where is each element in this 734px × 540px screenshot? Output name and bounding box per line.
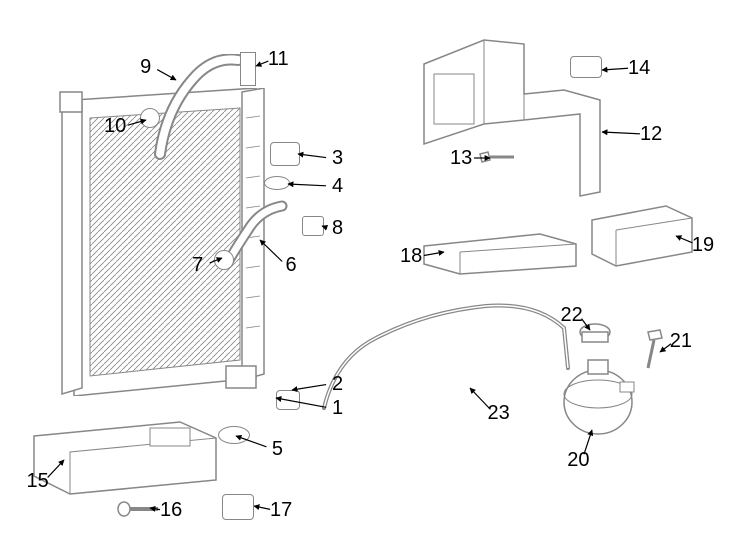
callout-21: 21 xyxy=(670,331,692,351)
reservoir-cap xyxy=(578,322,612,346)
hose-collar xyxy=(240,52,256,86)
baffle-screw xyxy=(116,500,160,518)
bracket-clip xyxy=(570,56,602,78)
grommet-upper xyxy=(264,176,290,190)
callout-3: 3 xyxy=(332,148,343,168)
callout-5: 5 xyxy=(272,439,283,459)
callout-10: 10 xyxy=(104,116,126,136)
drain-plug xyxy=(276,390,300,410)
callout-23: 23 xyxy=(488,403,510,423)
callout-1: 1 xyxy=(332,398,343,418)
upper-hose xyxy=(152,54,252,164)
baffle-clip xyxy=(222,494,254,520)
callout-15: 15 xyxy=(26,471,48,491)
callout-4: 4 xyxy=(332,176,343,196)
callout-2: 2 xyxy=(332,374,343,394)
lower-hose-clamp xyxy=(214,250,234,270)
callout-12: 12 xyxy=(640,124,662,144)
grommet-lower xyxy=(218,426,250,444)
callout-22: 22 xyxy=(560,305,582,325)
upper-hose-clamp xyxy=(140,108,160,128)
callout-11: 11 xyxy=(268,49,289,69)
side-shield xyxy=(586,204,696,270)
callout-19: 19 xyxy=(692,235,714,255)
callout-18: 18 xyxy=(400,246,422,266)
overflow-tube xyxy=(316,298,576,418)
lower-shield xyxy=(420,232,580,276)
lower-baffle xyxy=(30,418,220,498)
reservoir-bolt xyxy=(638,328,670,372)
diagram-stage: 1234567891011121314151617181920212223 xyxy=(0,0,734,540)
callout-20: 20 xyxy=(567,450,589,470)
sensor-mount xyxy=(270,142,300,166)
callout-17: 17 xyxy=(270,500,292,520)
callout-8: 8 xyxy=(332,218,343,238)
callout-13: 13 xyxy=(450,148,472,168)
callout-6: 6 xyxy=(286,255,297,275)
cap-nut xyxy=(302,216,324,236)
callout-14: 14 xyxy=(628,58,650,78)
callout-7: 7 xyxy=(192,255,203,275)
bracket-bolt xyxy=(478,150,516,166)
callout-9: 9 xyxy=(140,57,151,77)
callout-16: 16 xyxy=(160,500,182,520)
